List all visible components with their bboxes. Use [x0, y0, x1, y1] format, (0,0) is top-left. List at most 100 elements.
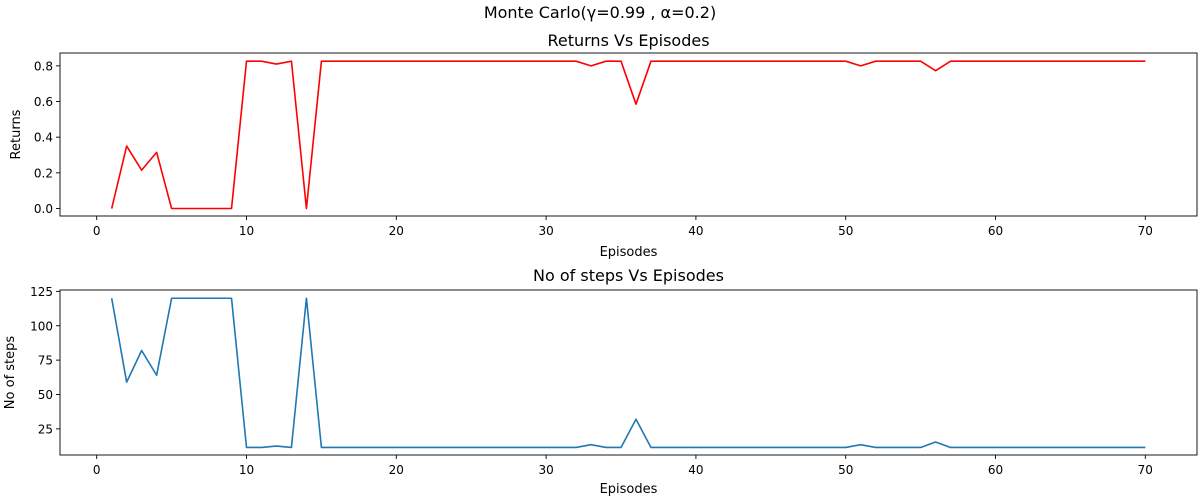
data-point [635, 418, 637, 420]
data-point [455, 446, 457, 448]
data-point [111, 297, 113, 299]
data-point [156, 374, 158, 376]
data-point [1010, 60, 1012, 62]
data-point [800, 60, 802, 62]
data-point [156, 151, 158, 153]
data-point [440, 60, 442, 62]
data-point [425, 446, 427, 448]
data-point [860, 444, 862, 446]
data-point [740, 60, 742, 62]
data-point [845, 446, 847, 448]
data-point [171, 208, 173, 210]
data-point [935, 441, 937, 443]
data-point [485, 446, 487, 448]
y-tick-label: 0.4 [34, 131, 53, 145]
data-point [1039, 60, 1041, 62]
data-point [965, 60, 967, 62]
data-point [980, 446, 982, 448]
data-point [515, 60, 517, 62]
data-point [995, 60, 997, 62]
data-point [335, 60, 337, 62]
data-point [470, 60, 472, 62]
data-point [1024, 446, 1026, 448]
data-point [290, 446, 292, 448]
data-point [755, 60, 757, 62]
x-tick-label: 30 [538, 224, 553, 238]
data-point [1129, 446, 1131, 448]
data-point [695, 446, 697, 448]
data-point [995, 446, 997, 448]
data-point [815, 446, 817, 448]
data-point [1039, 446, 1041, 448]
data-point [605, 60, 607, 62]
data-point [335, 446, 337, 448]
data-point [875, 446, 877, 448]
data-point [395, 446, 397, 448]
x-tick-label: 40 [688, 463, 703, 477]
steps-plot: No of steps Vs Episodes 0 10 20 30 40 50 60 70 25… [3, 266, 1198, 497]
data-point [920, 446, 922, 448]
data-point [1054, 60, 1056, 62]
data-point [260, 60, 262, 62]
data-point [965, 446, 967, 448]
data-point [500, 446, 502, 448]
data-point [320, 446, 322, 448]
data-point [740, 446, 742, 448]
data-point [665, 60, 667, 62]
data-point [216, 297, 218, 299]
y-tick-label: 75 [38, 354, 53, 368]
data-point [560, 446, 562, 448]
data-point [1129, 60, 1131, 62]
data-point [665, 446, 667, 448]
y-tick-label: 50 [38, 388, 53, 402]
data-point [635, 103, 637, 105]
data-point [410, 60, 412, 62]
data-point [725, 446, 727, 448]
data-point [725, 60, 727, 62]
data-point [890, 60, 892, 62]
data-point [1084, 60, 1086, 62]
data-point [1114, 60, 1116, 62]
data-point [1099, 60, 1101, 62]
x-tick-label: 0 [93, 463, 101, 477]
x-axis-label: Episodes [600, 245, 658, 260]
data-point [275, 445, 277, 447]
data-point [275, 63, 277, 65]
data-point [186, 297, 188, 299]
data-point [126, 381, 128, 383]
data-point [515, 446, 517, 448]
chart-title: No of steps Vs Episodes [533, 266, 724, 285]
x-tick-label: 50 [838, 463, 853, 477]
data-point [530, 446, 532, 448]
data-point [1024, 60, 1026, 62]
data-point [290, 60, 292, 62]
data-point [980, 60, 982, 62]
data-point [575, 446, 577, 448]
data-point [395, 60, 397, 62]
data-point [380, 60, 382, 62]
data-point [905, 60, 907, 62]
axes-frame [59, 289, 1198, 456]
figure-suptitle: Monte Carlo(γ=0.99 , α=0.2) [484, 3, 716, 22]
data-point [1069, 446, 1071, 448]
data-point [141, 350, 143, 352]
data-point [830, 60, 832, 62]
data-point [246, 446, 248, 448]
data-point [500, 60, 502, 62]
data-point [305, 208, 307, 210]
data-point [455, 60, 457, 62]
data-point [216, 208, 218, 210]
data-point [545, 446, 547, 448]
series-line [110, 60, 1146, 210]
data-point [710, 60, 712, 62]
data-point [785, 60, 787, 62]
x-tick-label: 60 [988, 224, 1003, 238]
x-tick-label: 20 [389, 224, 404, 238]
data-point [1099, 446, 1101, 448]
x-tick-label: 70 [1138, 224, 1153, 238]
data-point [1084, 446, 1086, 448]
data-point [231, 208, 233, 210]
data-point [201, 208, 203, 210]
data-point [830, 446, 832, 448]
data-point [650, 60, 652, 62]
